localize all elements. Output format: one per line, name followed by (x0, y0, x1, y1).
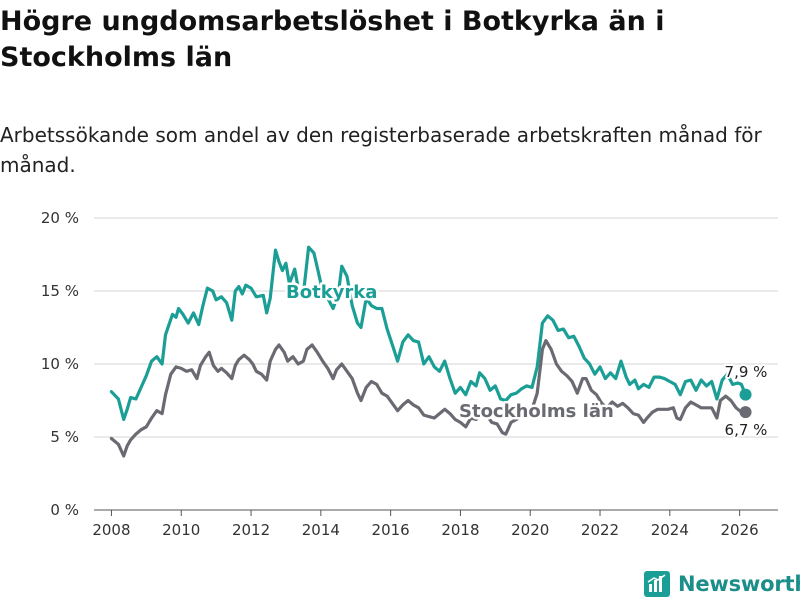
x-tick-label: 2016 (372, 521, 410, 539)
x-tick-label: 2020 (511, 521, 549, 539)
series-end-point (739, 406, 752, 419)
y-tick-label: 0 % (50, 501, 79, 519)
y-tick-label: 15 % (41, 282, 79, 300)
series-lines (109, 245, 752, 458)
x-tick-label: 2022 (581, 521, 619, 539)
brand-name: Newsworthy (678, 572, 800, 596)
x-axis-tick-labels: 2008 2010 2012 2014 2016 2018 2020 2022 2024 2026 (92, 510, 759, 539)
x-tick-label: 2008 (92, 521, 130, 539)
y-tick-label: 20 % (41, 209, 79, 227)
series-end-value-label: 7,9 % (725, 363, 768, 381)
series-line-botkyrka (109, 245, 748, 422)
y-tick-label: 10 % (41, 355, 79, 373)
x-tick-label: 2018 (441, 521, 479, 539)
x-tick-label: 2026 (721, 521, 759, 539)
y-axis-tick-labels: 0 % 5 % 10 % 15 % 20 % (41, 209, 79, 519)
chart-subtitle: Arbetssökande som andel av den registerb… (0, 123, 762, 177)
series-labels: 7,9 % 6,7 % Botkyrka Stockholms län (284, 280, 770, 442)
series-name-label-stockholms-lan: Stockholms län (459, 401, 614, 422)
series-end-value-label: 6,7 % (725, 421, 768, 439)
series-end-point (739, 388, 752, 401)
x-tick-label: 2012 (232, 521, 270, 539)
x-tick-label: 2024 (651, 521, 689, 539)
gridlines (94, 217, 778, 511)
newsworthy-logo-icon (644, 571, 670, 597)
x-tick-label: 2010 (162, 521, 200, 539)
chart-title: Högre ungdomsarbetslöshet i Botkyrka än … (0, 6, 665, 73)
x-tick-label: 2014 (302, 521, 340, 539)
y-tick-label: 5 % (50, 428, 79, 446)
series-line-stockholms-lan (109, 339, 748, 458)
brand-logo: Newsworthy (644, 568, 800, 600)
series-name-label-botkyrka: Botkyrka (286, 282, 377, 303)
